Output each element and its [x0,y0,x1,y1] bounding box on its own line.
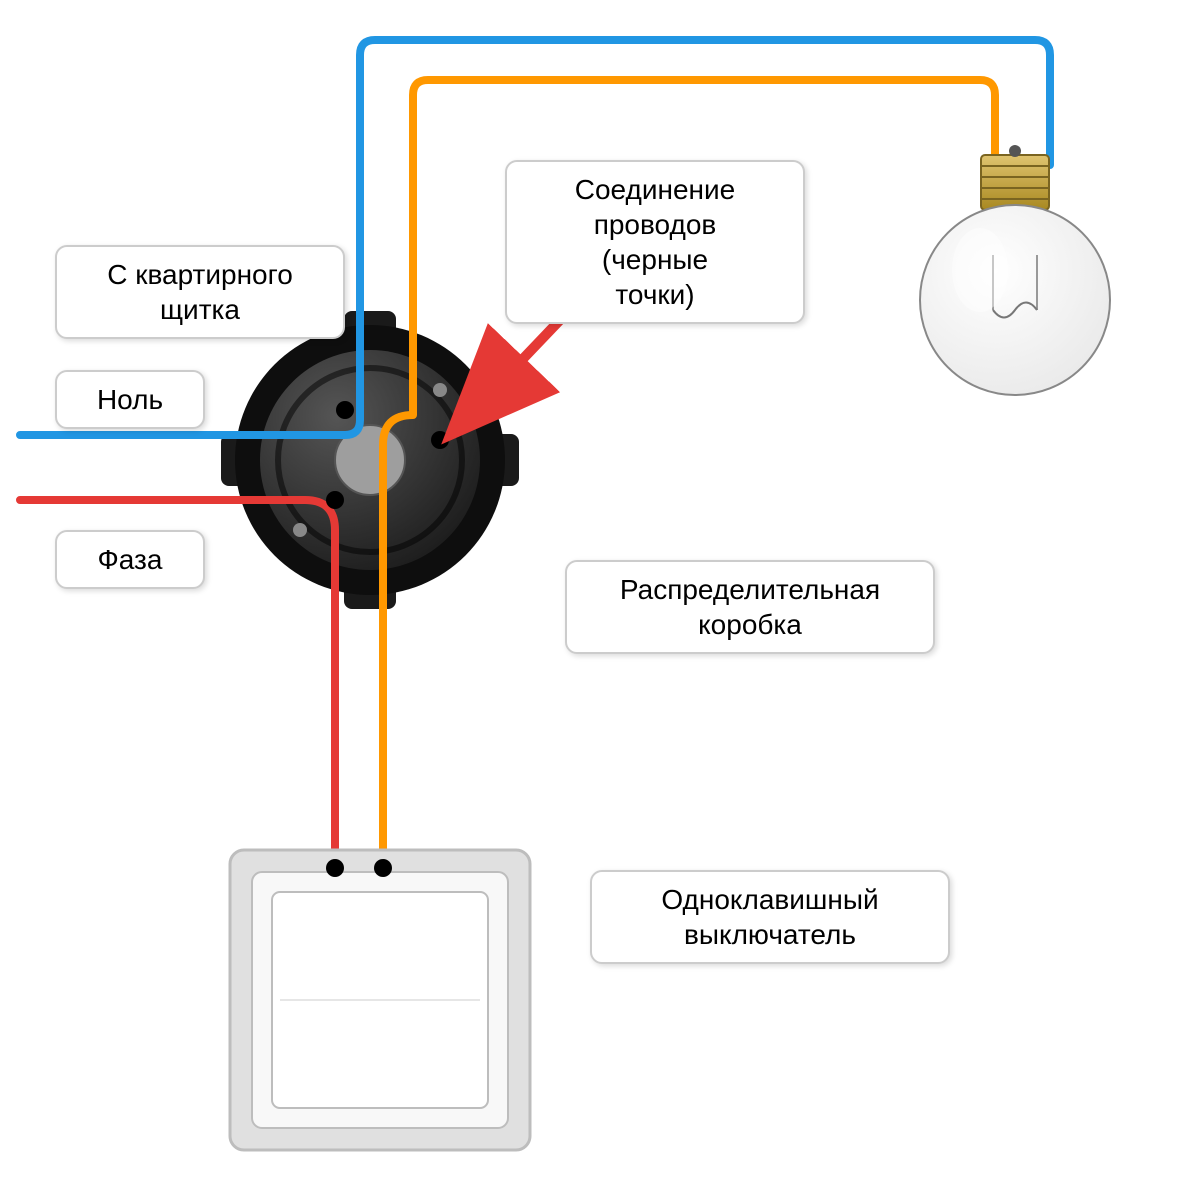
label-neutral: Ноль [55,370,205,429]
light-bulb [920,145,1110,395]
label-connection: Соединение проводов (черные точки) [505,160,805,324]
label-junction-box: Распределительная коробка [565,560,935,654]
label-phase: Фаза [55,530,205,589]
label-switch: Одноклавишный выключатель [590,870,950,964]
junction-box [221,311,519,609]
wall-switch [230,850,530,1150]
label-from-panel: С квартирного щитка [55,245,345,339]
